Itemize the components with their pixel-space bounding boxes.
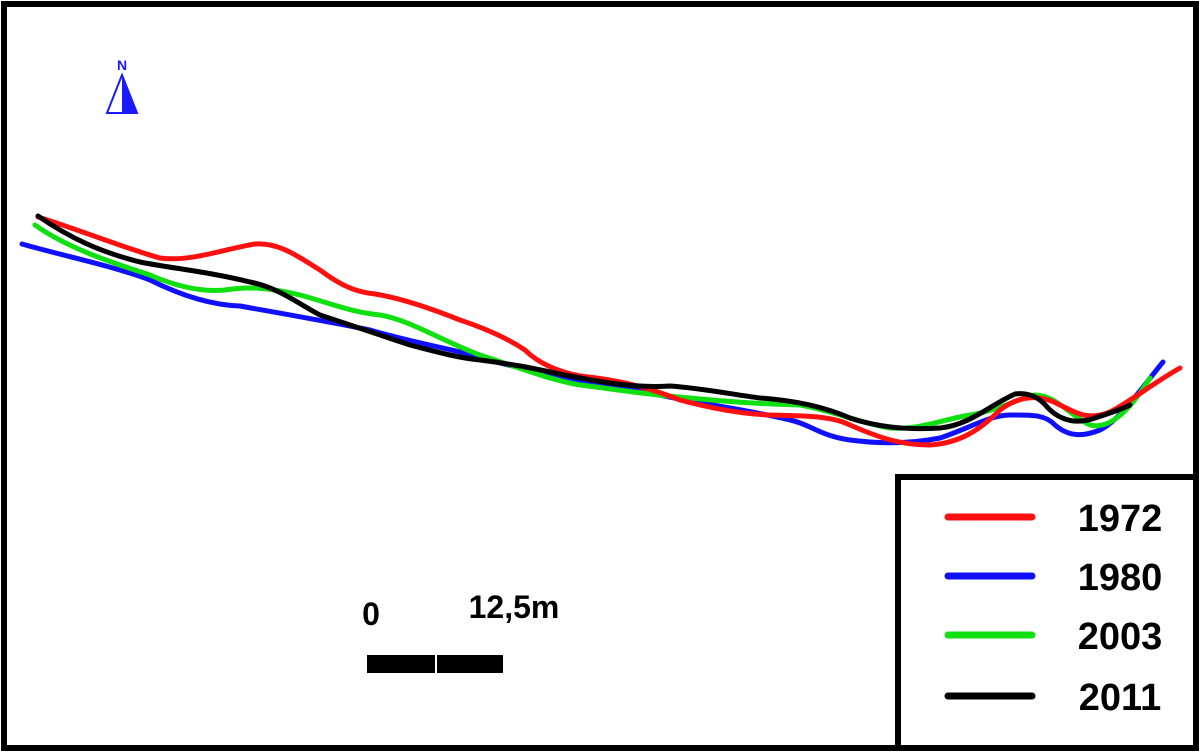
legend: 1972 1980 2003 2011 (895, 474, 1199, 751)
shorelines (19, 213, 1183, 448)
scale-bar-segment (367, 655, 435, 673)
scale-bar-start-label: 0 (362, 596, 380, 632)
shoreline-2011 (35, 213, 1133, 432)
legend-entry-1972: 1972 (944, 498, 1163, 540)
legend-box (895, 474, 1199, 751)
north-arrow-fill (122, 75, 137, 113)
scale-bar-end-label: 12,5m (469, 589, 560, 625)
legend-label: 1972 (1078, 498, 1163, 540)
legend-label: 2011 (1079, 677, 1161, 719)
scale-bar: 0 12,5m (362, 589, 559, 673)
legend-entry-1980: 1980 (944, 557, 1163, 599)
legend-label: 1980 (1078, 557, 1163, 599)
legend-entry-2011: 2011 (944, 677, 1161, 719)
north-arrow-icon: N (105, 57, 139, 114)
legend-label: 2003 (1078, 616, 1163, 658)
north-arrow-label: N (117, 57, 127, 73)
shoreline-1980 (19, 241, 1166, 446)
scale-bar-segment (437, 655, 503, 673)
legend-entry-2003: 2003 (944, 616, 1163, 658)
